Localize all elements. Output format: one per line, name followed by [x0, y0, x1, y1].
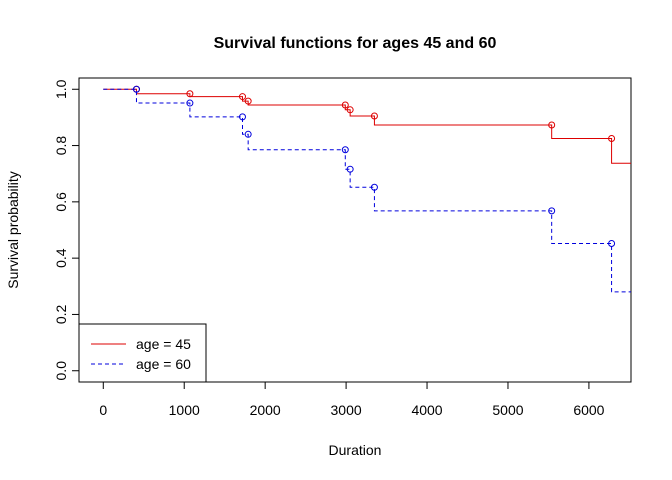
censor-point-age-45	[341, 101, 349, 109]
censor-point-age-45	[370, 112, 378, 120]
censor-point-age-45	[548, 121, 556, 129]
censor-point-age-45	[244, 97, 252, 105]
y-tick-label: 0.2	[53, 305, 69, 325]
censor-point-age-45	[346, 106, 354, 114]
x-tick-label: 4000	[411, 402, 442, 418]
x-tick-label: 6000	[573, 402, 604, 418]
series-line-age-60	[103, 88, 631, 293]
x-tick-label: 2000	[250, 402, 281, 418]
x-tick-label: 3000	[331, 402, 362, 418]
censor-point-age-60	[548, 207, 556, 215]
x-tick-label: 1000	[169, 402, 200, 418]
x-tick-label: 0	[99, 402, 107, 418]
censor-point-age-60	[132, 85, 140, 93]
plot-frame	[78, 77, 632, 383]
censor-point-age-60	[341, 146, 349, 154]
legend: age = 45 age = 60	[78, 323, 207, 383]
x-axis: 0 1000 2000 3000 4000 5000 6000	[99, 382, 605, 418]
censor-point-age-60	[244, 130, 252, 138]
y-tick-label: 1.0	[53, 79, 69, 99]
y-tick-label: 0.4	[53, 248, 69, 268]
chart-title: Survival functions for ages 45 and 60	[214, 35, 497, 52]
legend-box	[78, 323, 207, 383]
x-tick-label: 5000	[492, 402, 523, 418]
censor-point-age-45	[238, 93, 246, 101]
censor-point-age-60	[186, 99, 194, 107]
censor-point-age-60	[608, 240, 616, 248]
censor-point-age-45	[186, 90, 194, 98]
x-axis-label: Duration	[329, 442, 382, 458]
y-axis-label: Survival probability	[5, 171, 21, 289]
censor-point-age-60	[370, 183, 378, 191]
y-tick-label: 0.0	[53, 361, 69, 381]
legend-label-age-60: age = 60	[136, 356, 191, 372]
series-line-age-45	[103, 88, 631, 164]
censor-point-age-60	[346, 165, 354, 173]
y-tick-label: 0.6	[53, 192, 69, 212]
censor-point-age-45	[608, 135, 616, 143]
legend-label-age-45: age = 45	[136, 336, 191, 352]
censor-point-age-60	[238, 113, 246, 121]
y-tick-label: 0.8	[53, 136, 69, 156]
y-axis: 0.0 0.2 0.4 0.6 0.8 1.0	[53, 79, 79, 380]
